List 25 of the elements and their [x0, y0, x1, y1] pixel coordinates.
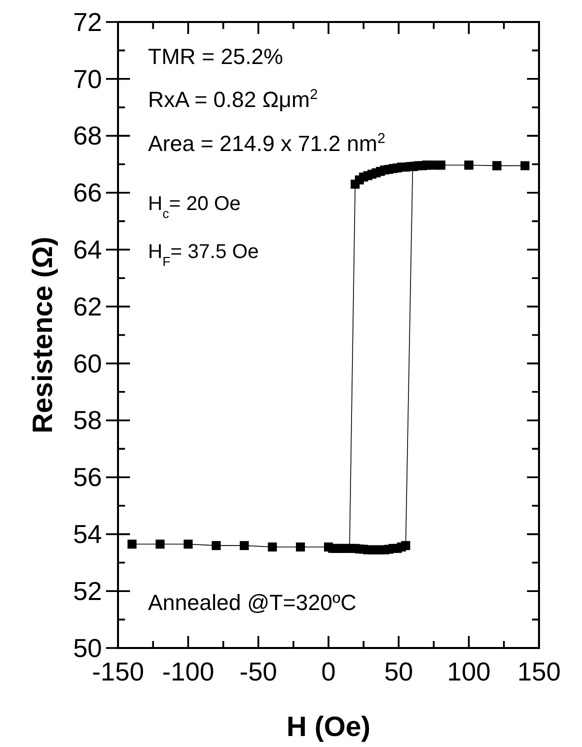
y-tick-label: 58: [73, 405, 102, 436]
x-tick-label: -100: [162, 656, 214, 686]
y-tick-label: 54: [73, 519, 102, 550]
y-axis-title: Resistence (Ω): [27, 236, 58, 434]
annotation: RxA = 0.82 Ωμm$^{2}$: [148, 87, 318, 112]
y-tick-label: 60: [73, 348, 102, 378]
x-tick-label: 0: [321, 656, 336, 686]
annotation: Area = 214.9 x 71.2 nm$^{2}$: [148, 131, 386, 156]
x-axis-title: H (Oe): [286, 711, 370, 742]
y-tick-label: 56: [73, 462, 102, 492]
annotation: H$_{c}$= 20 Oe: [148, 193, 241, 220]
y-tick-label: 52: [73, 576, 102, 606]
x-tick-label: 150: [517, 656, 561, 686]
x-tick-label: 100: [447, 656, 491, 686]
y-tick-label: 70: [73, 64, 102, 94]
x-tick-label: -50: [240, 656, 278, 686]
y-tick-label: 62: [73, 291, 102, 322]
y-tick-label: 72: [73, 6, 102, 37]
y-tick-label: 66: [73, 178, 102, 208]
annotation: H$_{F}$= 37.5 Oe: [148, 241, 259, 268]
annotation: Annealed @T=320ºC: [148, 590, 356, 615]
annotation: TMR = 25.2%: [148, 44, 284, 69]
y-tick-label: 64: [73, 234, 102, 264]
x-tick-label: 50: [384, 656, 414, 686]
y-tick-label: 68: [73, 120, 102, 151]
